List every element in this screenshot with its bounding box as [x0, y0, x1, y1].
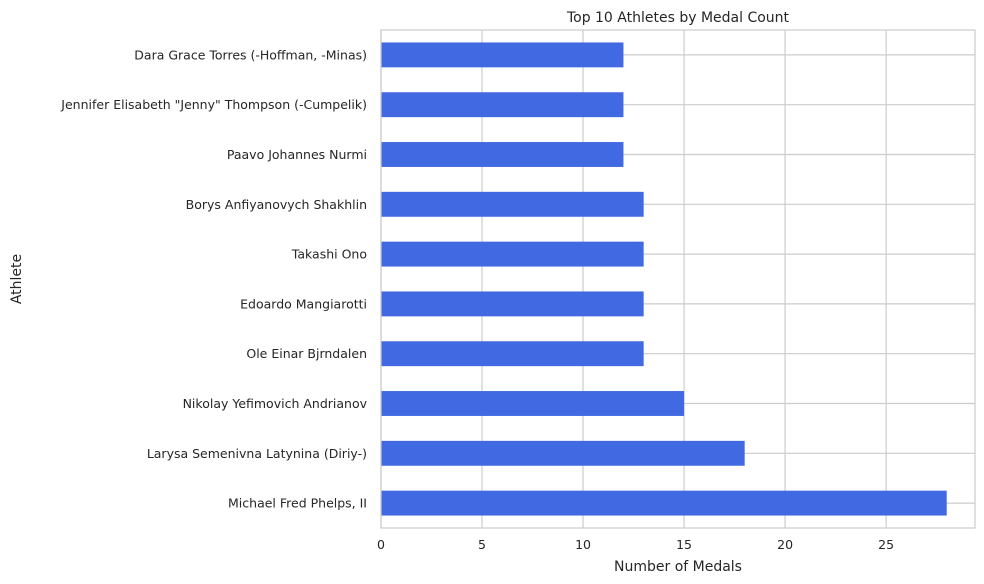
bar	[381, 490, 947, 516]
bar	[381, 142, 624, 167]
y-axis-label: Athlete	[9, 254, 25, 304]
bars	[381, 42, 947, 516]
bar	[381, 241, 644, 267]
bar	[381, 291, 644, 317]
y-tick-label: Michael Fred Phelps, II	[228, 496, 367, 511]
y-tick-label: Nikolay Yefimovich Andrianov	[183, 396, 368, 411]
x-tick-label: 20	[777, 537, 793, 552]
y-tick-label: Ole Einar Bjrndalen	[246, 346, 367, 361]
y-tick-label: Jennifer Elisabeth "Jenny" Thompson (-Cu…	[60, 97, 367, 112]
y-tick-label: Edoardo Mangiarotti	[240, 296, 367, 311]
plot-frame	[380, 29, 976, 529]
bar	[381, 191, 644, 217]
y-tick-label: Paavo Johannes Nurmi	[227, 147, 367, 162]
x-tick-label: 10	[575, 537, 591, 552]
x-tick-label: 5	[478, 537, 486, 552]
bar	[381, 391, 685, 416]
tick-labels: 0 5 10 15 20 25 Michael Fred Phelps, II Larysa …	[60, 47, 894, 552]
bar	[381, 42, 624, 68]
x-tick-label: 15	[676, 537, 692, 552]
bar	[381, 92, 624, 118]
y-tick-label: Takashi Ono	[291, 247, 367, 262]
x-tick-label: 25	[878, 537, 894, 552]
y-tick-label: Dara Grace Torres (-Hoffman, -Minas)	[134, 47, 367, 62]
x-axis-label: Number of Medals	[614, 559, 742, 575]
y-tick-label: Borys Anfiyanovych Shakhlin	[186, 197, 367, 212]
bar	[381, 341, 644, 367]
chart-title: Top 10 Athletes by Medal Count	[566, 10, 790, 26]
bar	[381, 440, 745, 466]
x-tick-label: 0	[377, 537, 385, 552]
y-tick-label: Larysa Semenivna Latynina (Diriy-)	[147, 446, 367, 461]
